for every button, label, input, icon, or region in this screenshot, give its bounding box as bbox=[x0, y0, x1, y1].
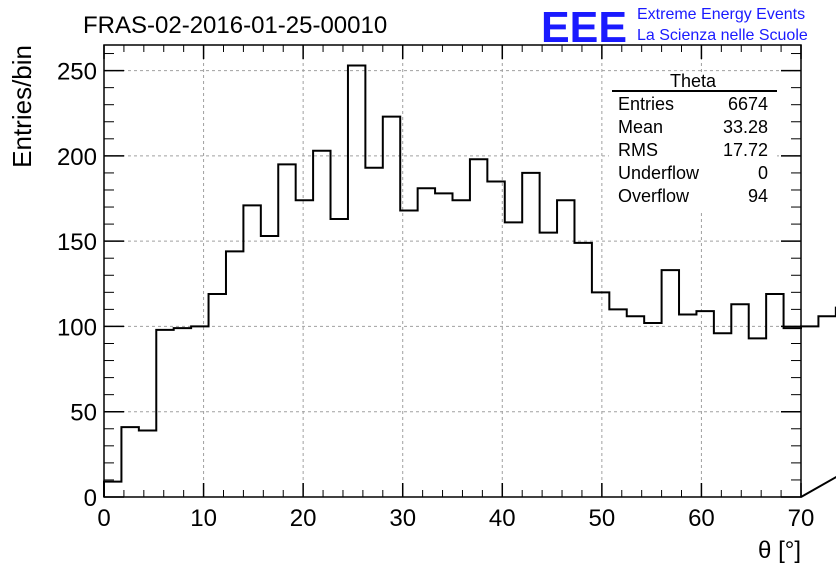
histogram-outline bbox=[103, 64, 836, 498]
histogram-bin bbox=[696, 311, 713, 497]
x-tick-label: 40 bbox=[489, 505, 516, 532]
histogram-bin bbox=[313, 151, 330, 497]
histogram-bin bbox=[453, 200, 470, 497]
histogram-bin bbox=[174, 328, 191, 497]
histogram-bin bbox=[714, 333, 731, 497]
x-tick-label: 30 bbox=[389, 505, 416, 532]
x-axis-label: θ [°] bbox=[758, 537, 801, 564]
stats-row-value: 6674 bbox=[728, 94, 768, 114]
histogram-bin bbox=[766, 294, 783, 497]
histogram-bin bbox=[749, 338, 766, 497]
x-tick-label: 70 bbox=[788, 505, 815, 532]
y-tick-label: 0 bbox=[84, 485, 97, 512]
stats-row-label: Underflow bbox=[618, 163, 700, 183]
histogram-bin bbox=[209, 294, 226, 497]
stats-row-label: Mean bbox=[618, 117, 663, 137]
stats-row-value: 17.72 bbox=[723, 140, 768, 160]
histogram-bin bbox=[627, 316, 644, 497]
y-tick-label: 250 bbox=[57, 59, 97, 86]
histogram-bin bbox=[470, 159, 487, 497]
y-tick-label: 100 bbox=[57, 314, 97, 341]
histogram-bin bbox=[801, 326, 818, 497]
eee-logo-letters: EEE bbox=[541, 3, 627, 52]
histogram-bin bbox=[121, 427, 138, 497]
eee-logo: EEE Extreme Energy Events La Scienza nel… bbox=[541, 3, 808, 52]
histogram-bin bbox=[331, 219, 348, 497]
chart-title: FRAS-02-2016-01-25-00010 bbox=[83, 12, 387, 39]
x-tick-label: 50 bbox=[589, 505, 616, 532]
histogram-bin bbox=[226, 251, 243, 497]
histogram-bin bbox=[191, 326, 208, 497]
stats-row-label: Overflow bbox=[618, 186, 690, 206]
histogram-bin bbox=[662, 270, 679, 497]
histogram-bin bbox=[104, 482, 121, 497]
histogram-bin bbox=[243, 205, 260, 497]
eee-logo-line1: Extreme Energy Events bbox=[637, 6, 805, 23]
y-tick-label: 150 bbox=[57, 229, 97, 256]
stats-row-value: 94 bbox=[748, 186, 768, 206]
stats-row-value: 0 bbox=[758, 163, 768, 183]
stats-box-rows: Entries 6674 Mean 33.28 RMS 17.72 Underflow 0 Ov… bbox=[618, 94, 768, 206]
histogram-bin bbox=[296, 200, 313, 497]
eee-logo-line2: La Scienza nelle Scuole bbox=[637, 27, 808, 44]
axis-tick-labels: 0 10 20 30 40 50 60 70 0 50 100 150 200 250 bbox=[57, 59, 814, 532]
x-tick-label: 0 bbox=[97, 505, 110, 532]
y-axis-label: Entries/bin bbox=[7, 45, 37, 168]
histogram-bin bbox=[679, 314, 696, 497]
histogram-bin bbox=[435, 193, 452, 497]
x-tick-label: 20 bbox=[290, 505, 317, 532]
stats-box-title: Theta bbox=[670, 71, 717, 91]
stats-row-value: 33.28 bbox=[723, 117, 768, 137]
stats-box: Theta Entries 6674 Mean 33.28 RMS 17.72 Underf… bbox=[609, 71, 777, 212]
histogram-bin bbox=[156, 330, 173, 497]
y-tick-label: 50 bbox=[70, 400, 97, 427]
histogram-bin bbox=[818, 316, 835, 497]
histogram-bin bbox=[278, 164, 295, 497]
x-tick-label: 10 bbox=[190, 505, 217, 532]
histogram-bin bbox=[522, 173, 539, 497]
histogram-bin bbox=[784, 328, 801, 497]
stats-row-label: Entries bbox=[618, 94, 674, 114]
histogram-bin bbox=[731, 304, 748, 497]
plot-frame bbox=[103, 44, 802, 498]
histogram-bin bbox=[383, 117, 400, 497]
grid-lines bbox=[104, 45, 801, 497]
stats-row-label: RMS bbox=[618, 140, 658, 160]
histogram-bin bbox=[348, 65, 365, 497]
y-tick-label: 200 bbox=[57, 144, 97, 171]
histogram-bin bbox=[400, 210, 417, 497]
histogram-bin bbox=[609, 309, 626, 497]
x-tick-label: 60 bbox=[688, 505, 715, 532]
histogram-bin bbox=[592, 292, 609, 497]
histogram-bin bbox=[365, 168, 382, 497]
histogram-bin bbox=[505, 222, 522, 497]
histogram-bin bbox=[418, 188, 435, 497]
histogram-bin bbox=[139, 430, 156, 497]
histogram-bin bbox=[261, 236, 278, 497]
histogram-bin bbox=[574, 243, 591, 497]
histogram-bin bbox=[487, 181, 504, 497]
histogram-bin bbox=[644, 323, 661, 497]
histogram-bin bbox=[557, 200, 574, 497]
histogram-bin bbox=[540, 233, 557, 497]
